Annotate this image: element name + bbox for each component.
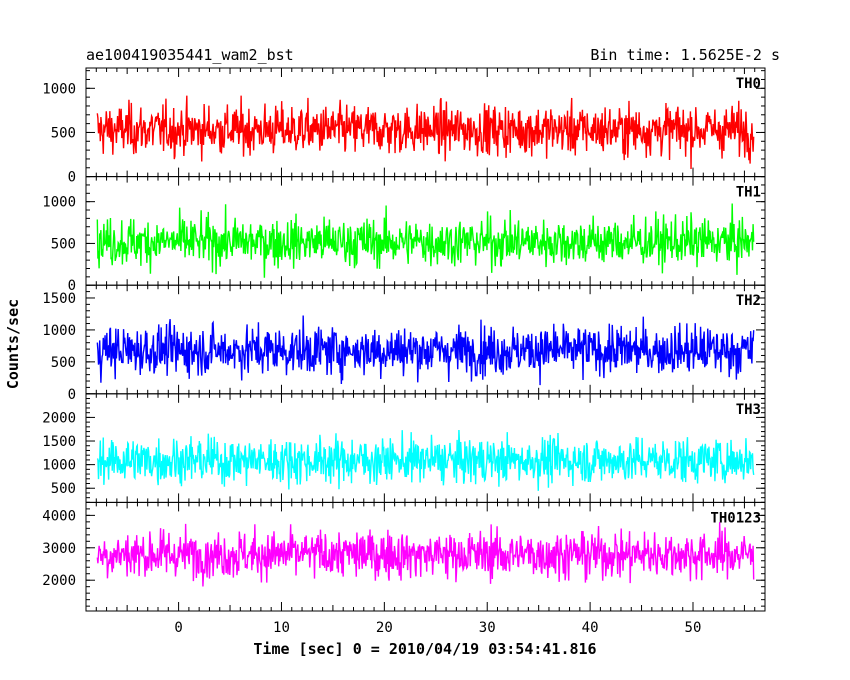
y-tick-label: 4000 bbox=[42, 508, 76, 524]
panel-th0123: 2000 3000 4000 TH0123 bbox=[42, 501, 766, 612]
chart-title-left: ae100419035441_wam2_bst bbox=[86, 46, 294, 64]
panel-label: TH0123 bbox=[710, 510, 761, 526]
series-th1 bbox=[96, 203, 755, 278]
panel-th0: 0 500 1000 TH0 bbox=[42, 67, 766, 186]
x-tick-label: 10 bbox=[273, 620, 290, 636]
panel-th1: 0 500 1000 TH1 bbox=[42, 176, 766, 294]
panel-th2: 0 500 1000 1500 TH2 bbox=[42, 284, 766, 403]
x-tick-label: 30 bbox=[479, 620, 496, 636]
y-axis-label: Counts/sec bbox=[4, 299, 22, 389]
y-tick-label: 1000 bbox=[42, 323, 76, 339]
y-tick-label: 500 bbox=[51, 236, 76, 252]
panel-label: TH0 bbox=[736, 76, 761, 92]
panel-th3: 500 1000 1500 2000 TH3 bbox=[42, 393, 766, 503]
y-tick-label: 0 bbox=[68, 278, 76, 294]
x-tick-label: 40 bbox=[582, 620, 599, 636]
chart-title-right: Bin time: 1.5625E-2 s bbox=[590, 46, 780, 64]
y-tick-label: 1500 bbox=[42, 434, 76, 450]
series-th0123 bbox=[96, 522, 755, 587]
x-tick-label: 50 bbox=[685, 620, 702, 636]
y-tick-label: 1000 bbox=[42, 458, 76, 474]
y-tick-label: 2000 bbox=[42, 573, 76, 589]
x-tick-label: 0 bbox=[174, 620, 182, 636]
y-tick-label: 1500 bbox=[42, 291, 76, 307]
series-th3 bbox=[96, 430, 755, 491]
y-tick-label: 500 bbox=[51, 355, 76, 371]
y-tick-label: 1000 bbox=[42, 81, 76, 97]
y-tick-label: 0 bbox=[68, 387, 76, 403]
x-tick-label: 20 bbox=[376, 620, 393, 636]
y-tick-label: 1000 bbox=[42, 195, 76, 211]
panel-label: TH1 bbox=[736, 185, 761, 201]
y-tick-label: 0 bbox=[68, 170, 76, 186]
series-th0 bbox=[96, 95, 755, 170]
y-tick-label: 3000 bbox=[42, 541, 76, 557]
panel-label: TH3 bbox=[736, 402, 761, 418]
x-axis-label: Time [sec] 0 = 2010/04/19 03:54:41.816 bbox=[253, 640, 596, 658]
y-tick-label: 500 bbox=[51, 125, 76, 141]
y-tick-label: 2000 bbox=[42, 410, 76, 426]
panel-label: TH2 bbox=[736, 293, 761, 309]
series-th2 bbox=[96, 315, 755, 386]
y-tick-label: 500 bbox=[51, 481, 76, 497]
